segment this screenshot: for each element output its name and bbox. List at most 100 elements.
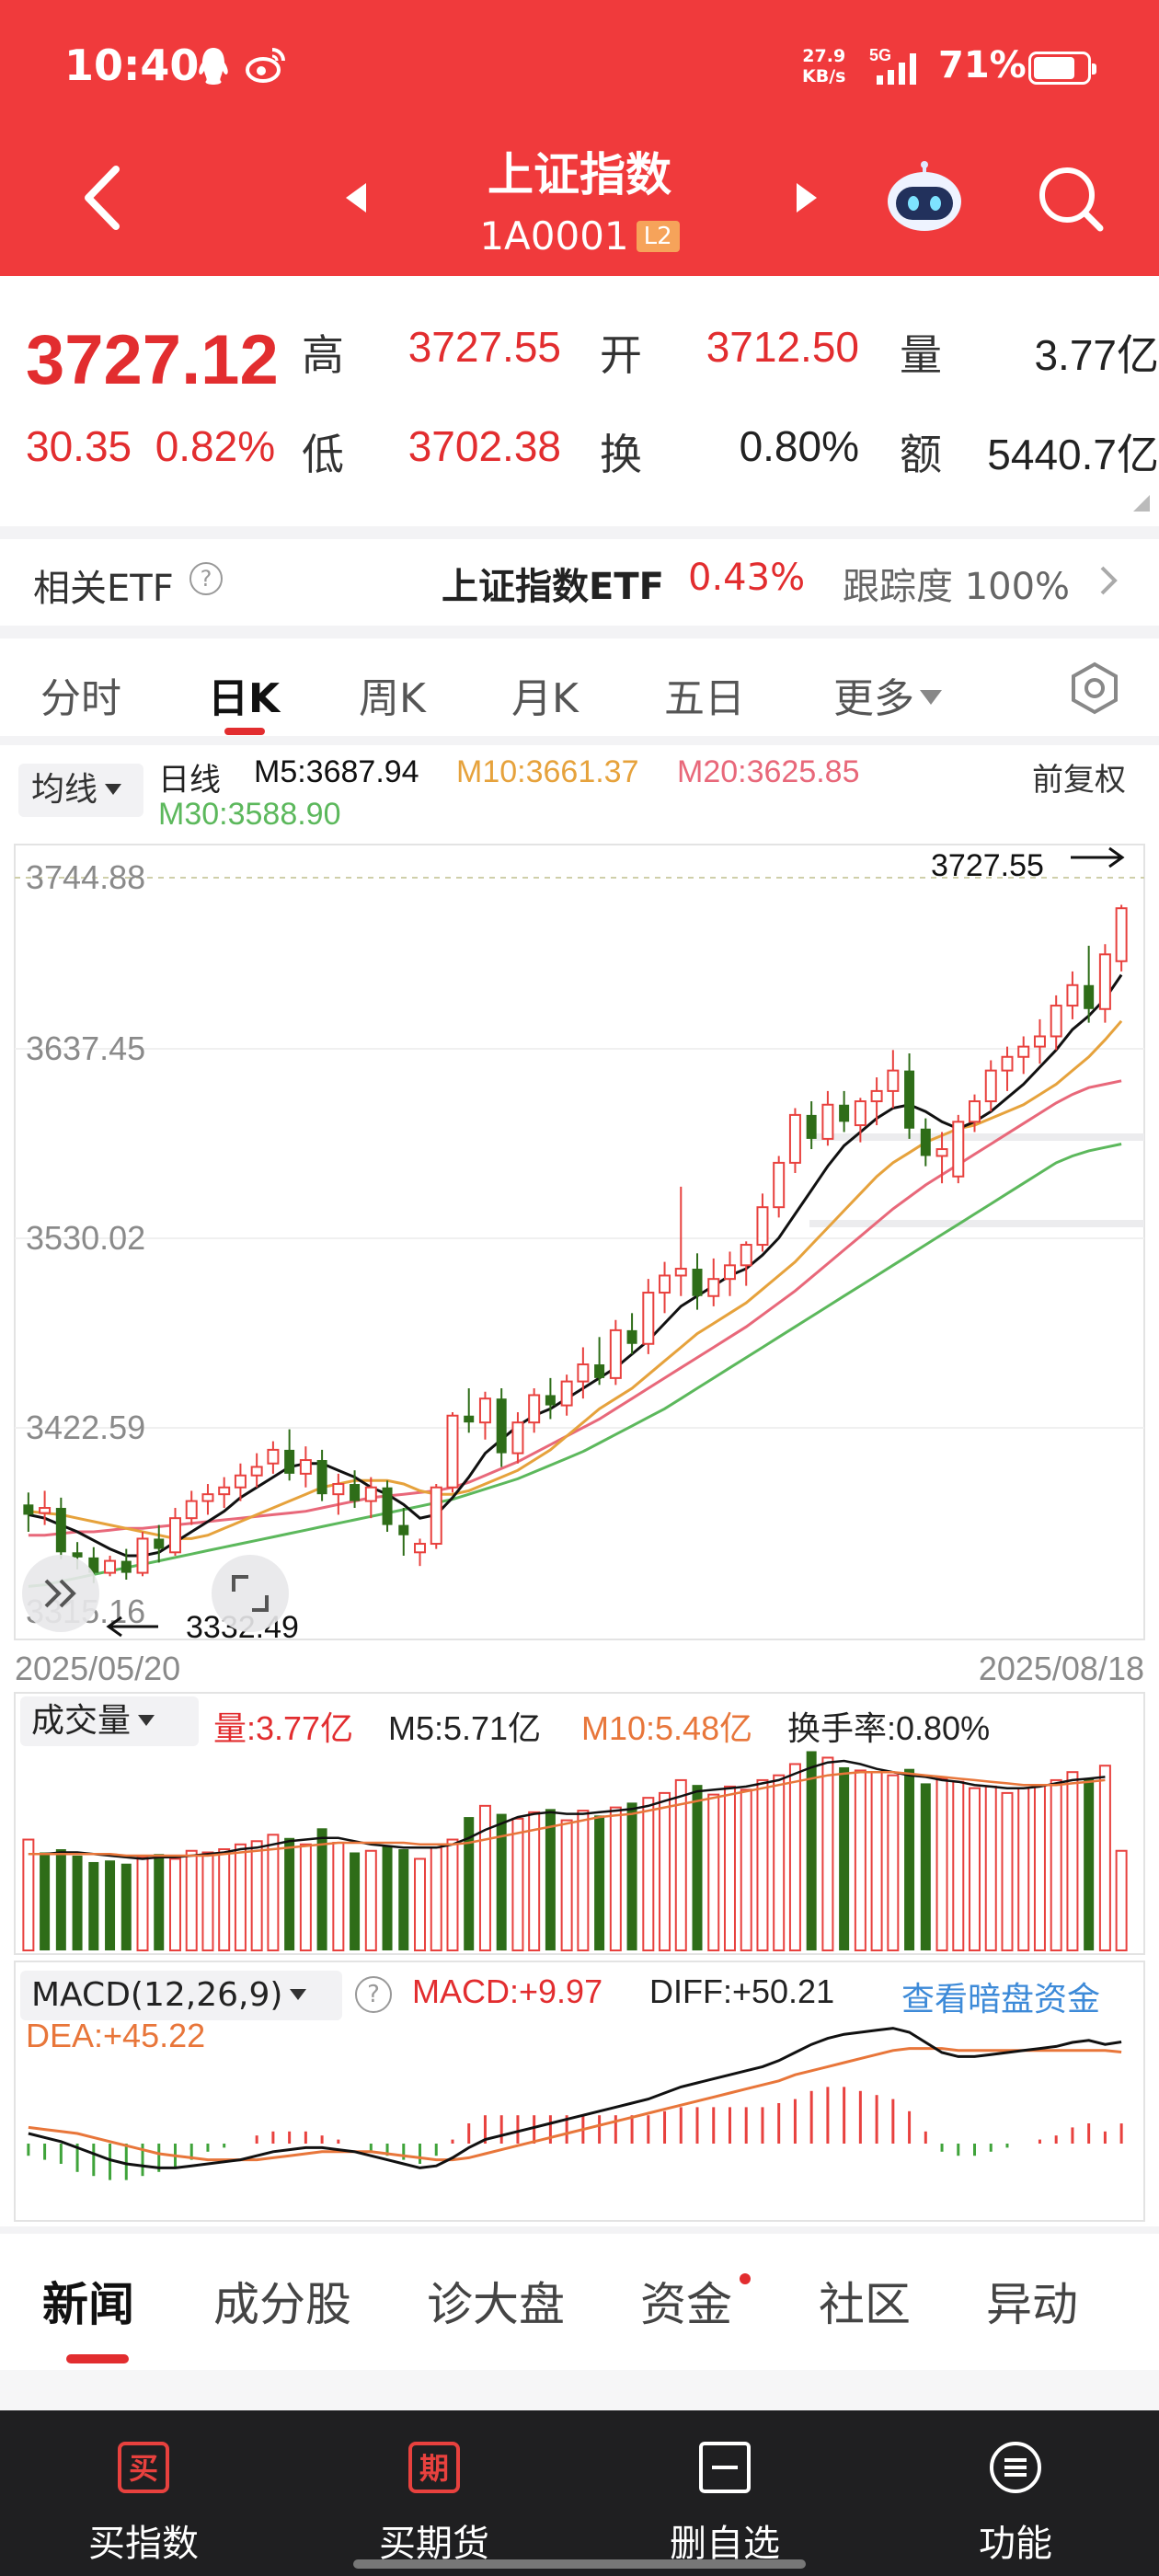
quote-panel: 3727.12 30.35 0.82% 高 3727.55 开 3712.50 … xyxy=(0,276,1159,524)
expand-corner-icon[interactable] xyxy=(1133,495,1150,512)
etf-label: 相关ETF xyxy=(33,568,174,610)
volume-bar xyxy=(154,1854,165,1950)
candle xyxy=(659,1261,671,1314)
dea-line xyxy=(28,2047,1122,2162)
candle xyxy=(218,1477,231,1509)
y-label-3: 3530.02 xyxy=(26,1219,145,1257)
back-arrow-icon[interactable] xyxy=(74,156,138,239)
stock-code: 1A0001 L2 xyxy=(396,213,763,259)
tab-daily-k[interactable]: 日K xyxy=(208,675,281,722)
candle xyxy=(332,1473,345,1515)
functions-button[interactable]: 功能 xyxy=(905,2410,1126,2576)
candle-body xyxy=(920,1128,931,1156)
help-icon[interactable]: ? xyxy=(189,562,223,595)
battery-percent: 71% xyxy=(938,44,1027,86)
prev-stock-icon[interactable] xyxy=(339,179,375,216)
volume-bar xyxy=(168,1857,181,1952)
volume-bar xyxy=(446,1838,459,1951)
settings-hexagon-icon[interactable] xyxy=(1067,661,1122,716)
tab-funds[interactable]: 资金 xyxy=(640,2278,732,2331)
volume-bar xyxy=(952,1780,965,1951)
etf-pct: 0.43% xyxy=(688,557,806,599)
candle xyxy=(904,1053,915,1139)
candle-body xyxy=(839,1104,850,1122)
low-value: 3702.38 xyxy=(407,422,561,470)
related-etf-row[interactable]: 相关ETF ? 上证指数ETF 0.43% 跟踪度 100% xyxy=(0,538,1159,621)
candle xyxy=(984,1060,997,1112)
level2-badge: L2 xyxy=(636,221,680,252)
candle-body xyxy=(594,1364,605,1378)
tab-monthly-k[interactable]: 月K xyxy=(511,675,579,722)
bottom-toolbar: 买 买指数 期 买期货 删自选 功能 xyxy=(0,2410,1159,2576)
y-label-2: 3637.45 xyxy=(26,1029,145,1067)
candle xyxy=(299,1446,312,1488)
volume-current: 量:3.77亿 xyxy=(213,1709,354,1747)
volume-bar xyxy=(692,1785,703,1950)
app-header: 10:40 27.9 KB/s 5G 71% 上证指数 1A0001 L2 xyxy=(0,0,1159,276)
candle xyxy=(935,1132,948,1184)
volume-ma5-line xyxy=(28,1759,1106,1860)
collapse-icon[interactable] xyxy=(22,1555,99,1632)
amount-label: 额 xyxy=(900,430,942,479)
volume-bar xyxy=(626,1802,637,1950)
buy-index-button[interactable]: 买 买指数 xyxy=(33,2410,254,2576)
remove-watchlist-button[interactable]: 删自选 xyxy=(614,2410,835,2576)
volume-bar xyxy=(821,1756,834,1951)
tab-weekly-k[interactable]: 周K xyxy=(359,675,426,722)
robot-assistant-icon[interactable] xyxy=(883,161,966,235)
volume-bar xyxy=(88,1861,99,1950)
candle xyxy=(382,1480,393,1533)
volume-bar xyxy=(839,1766,850,1950)
candle-body xyxy=(756,1206,769,1247)
volume-bar xyxy=(398,1849,409,1950)
ma5-value: M5:3687.94 xyxy=(254,754,419,789)
tab-intraday[interactable]: 分时 xyxy=(40,675,121,722)
status-time: 10:40 xyxy=(64,40,200,90)
tab-more[interactable]: 更多 xyxy=(833,665,942,724)
chevron-right-icon[interactable] xyxy=(1095,562,1122,599)
dark-pool-link[interactable]: 查看暗盘资金 xyxy=(901,1980,1101,2018)
menu-circle-icon xyxy=(988,2440,1043,2495)
candle-body xyxy=(464,1415,475,1423)
page-title: 上证指数 xyxy=(488,148,671,201)
tab-five-day[interactable]: 五日 xyxy=(664,675,745,722)
candle-body xyxy=(316,1460,327,1495)
macd-selector[interactable]: MACD(12,26,9) xyxy=(20,1971,342,2020)
volume-bar xyxy=(609,1806,622,1951)
network-type: 5G xyxy=(869,46,891,64)
candle-body xyxy=(642,1292,655,1345)
candle-body xyxy=(1033,1035,1046,1048)
next-stock-icon[interactable] xyxy=(787,179,824,216)
adjust-mode[interactable]: 前复权 xyxy=(1032,763,1126,798)
fullscreen-icon[interactable] xyxy=(212,1555,289,1632)
tab-community[interactable]: 社区 xyxy=(819,2278,911,2331)
volume-bar xyxy=(316,1828,327,1950)
volume-selector[interactable]: 成交量 xyxy=(20,1696,199,1746)
candle-body xyxy=(511,1421,524,1455)
volume-bar xyxy=(478,1804,491,1952)
candle-body xyxy=(284,1449,295,1474)
ma10-line xyxy=(28,1019,1123,1540)
candle-body xyxy=(969,1100,981,1123)
tab-movements[interactable]: 异动 xyxy=(986,2278,1078,2331)
home-indicator xyxy=(353,2559,806,2569)
candle-body xyxy=(267,1448,280,1465)
ma-selector[interactable]: 均线 xyxy=(18,764,143,817)
volume-ma5: M5:5.71亿 xyxy=(388,1709,542,1747)
buy-futures-button[interactable]: 期 买期货 xyxy=(324,2410,545,2576)
candle-body xyxy=(382,1487,393,1525)
candle xyxy=(1017,1036,1030,1075)
volume-bar xyxy=(659,1791,671,1952)
tab-diagnosis[interactable]: 诊大盘 xyxy=(427,2278,565,2331)
tab-constituents[interactable]: 成分股 xyxy=(213,2278,351,2331)
tab-news[interactable]: 新闻 xyxy=(42,2278,134,2331)
candle xyxy=(478,1391,491,1440)
candle-body xyxy=(692,1269,703,1296)
candle xyxy=(316,1449,327,1501)
candle xyxy=(692,1253,703,1310)
help-icon[interactable]: ? xyxy=(355,1976,392,2013)
search-icon[interactable] xyxy=(1034,162,1107,236)
candle-body xyxy=(168,1517,181,1554)
candle xyxy=(740,1241,752,1286)
